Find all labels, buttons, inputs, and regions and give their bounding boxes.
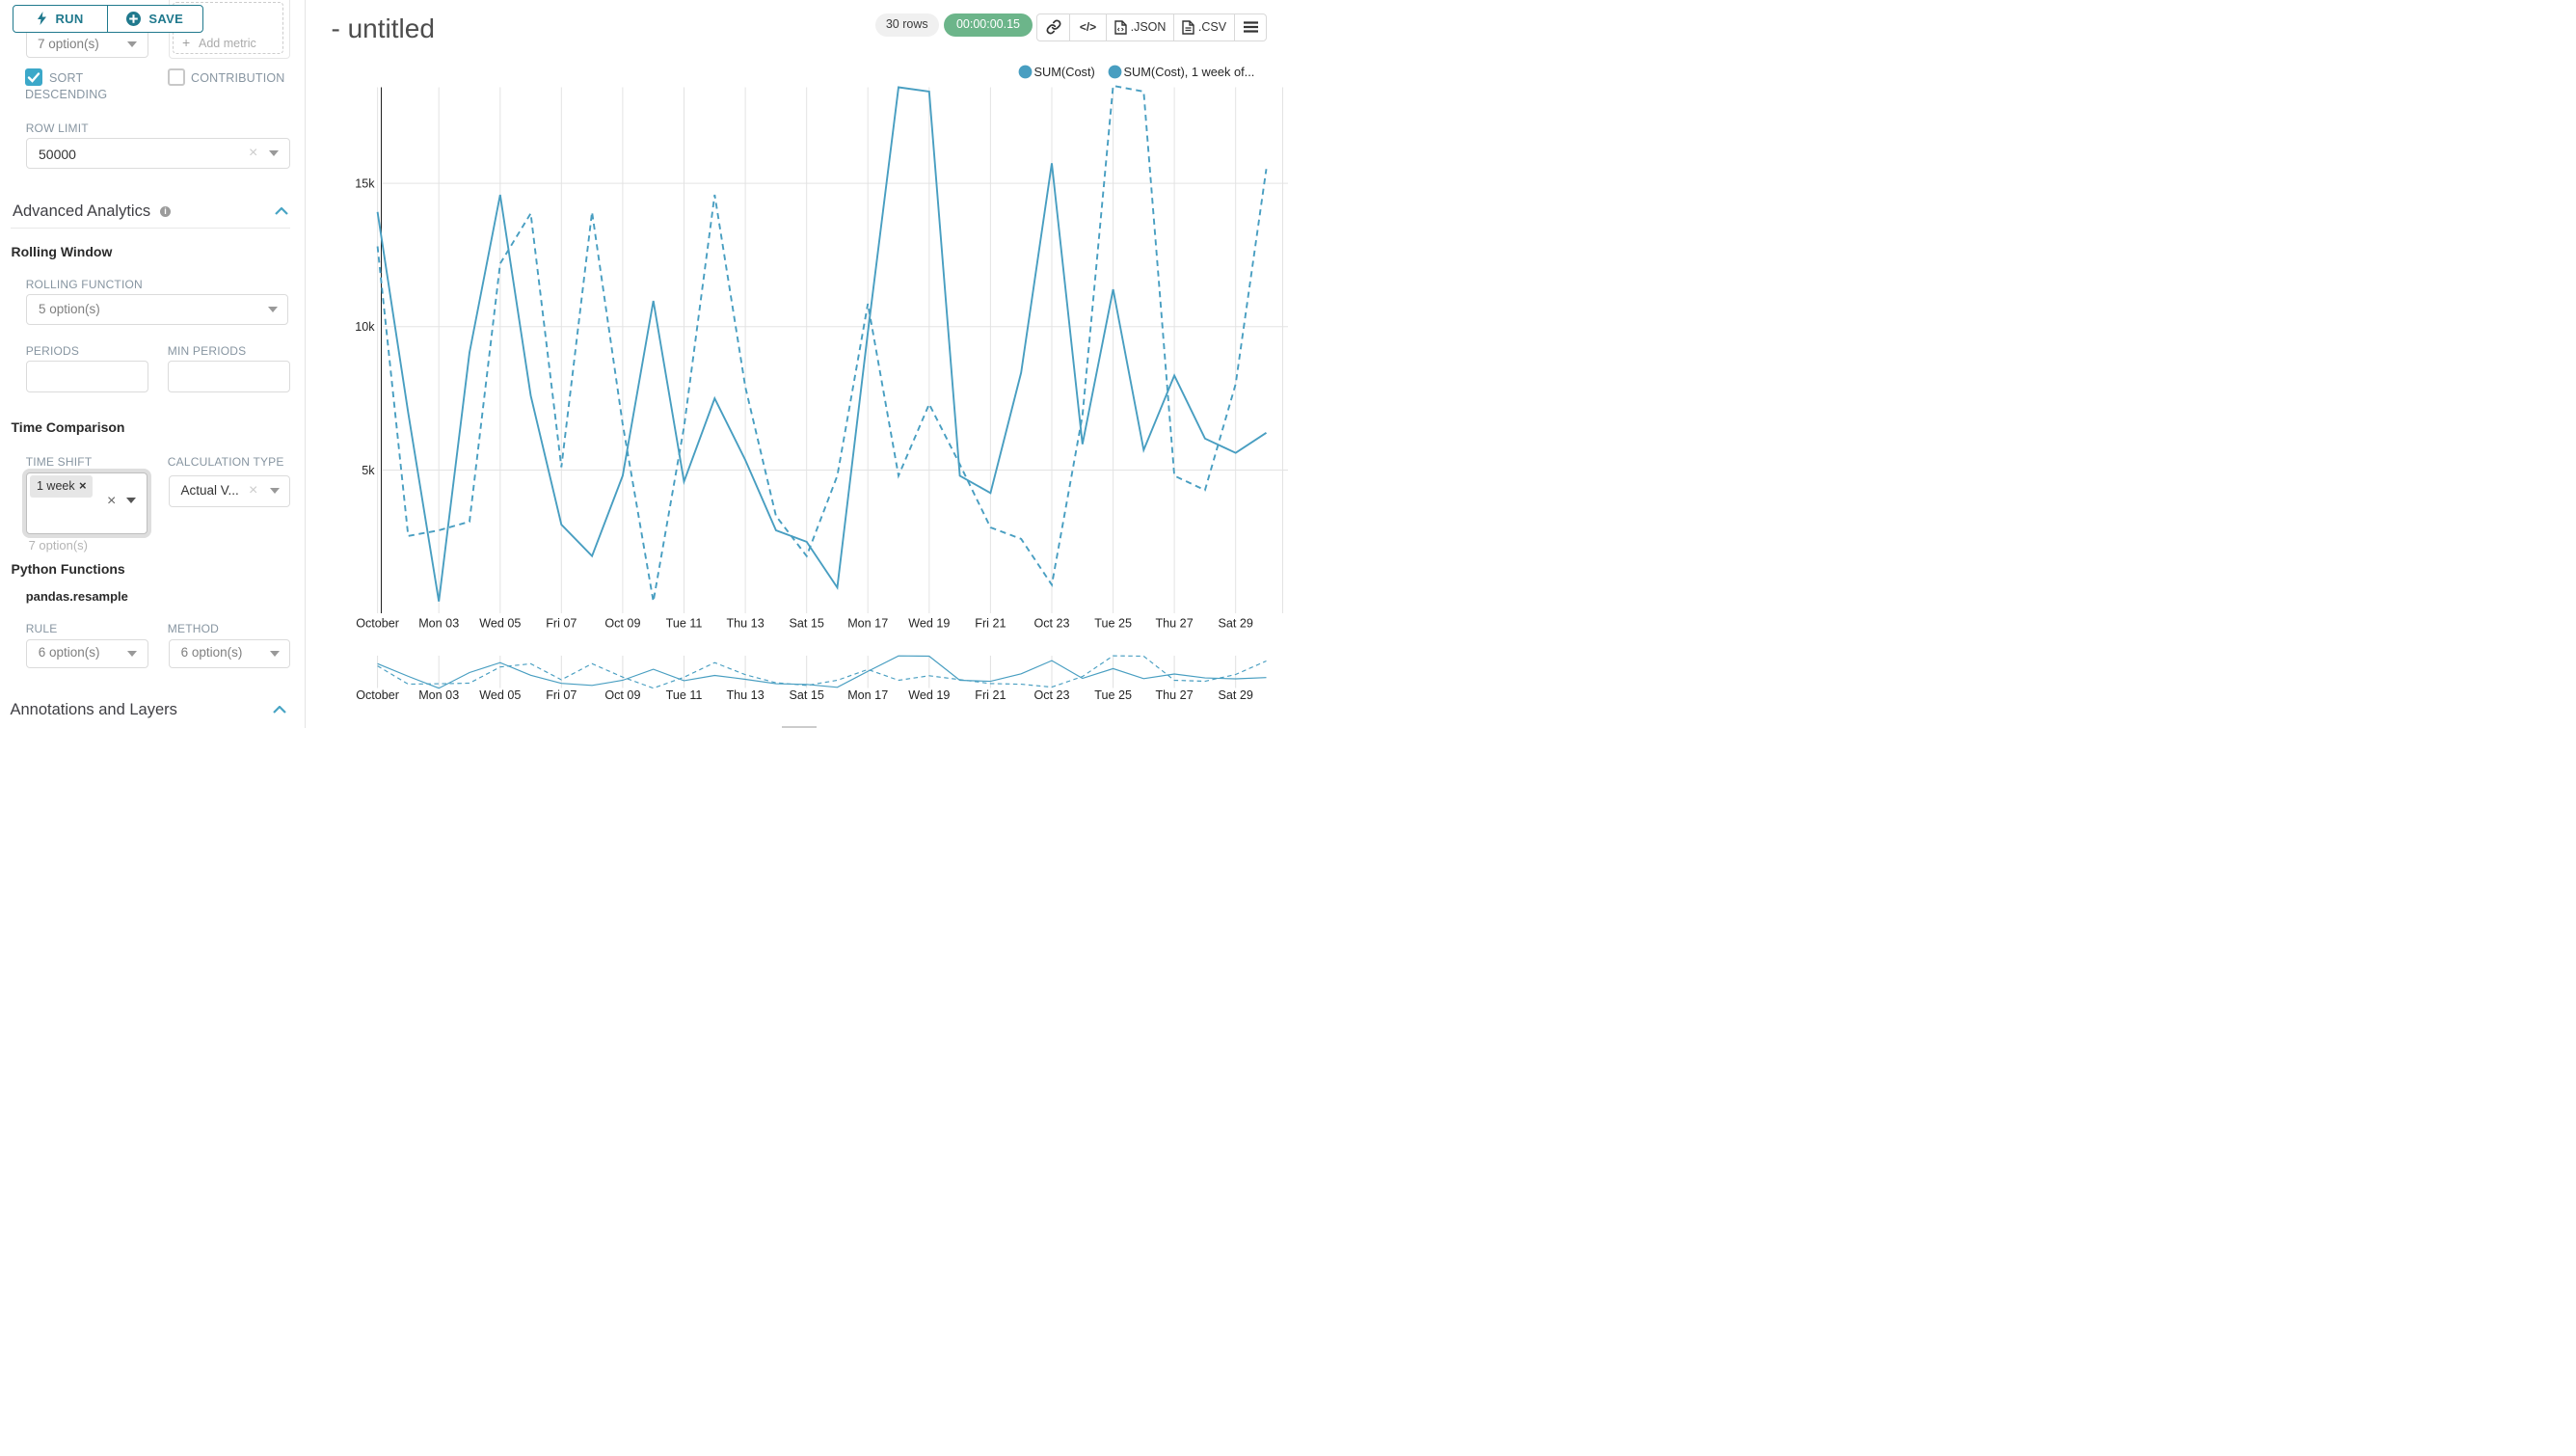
svg-text:Fri 07: Fri 07 — [546, 688, 577, 702]
svg-text:October: October — [356, 617, 399, 631]
svg-text:15k: 15k — [355, 177, 375, 191]
svg-text:Sat 29: Sat 29 — [1218, 617, 1252, 631]
svg-text:Sat 15: Sat 15 — [789, 617, 823, 631]
svg-text:Thu 13: Thu 13 — [726, 617, 764, 631]
svg-text:Wed 05: Wed 05 — [479, 617, 521, 631]
svg-text:Fri 07: Fri 07 — [546, 617, 577, 631]
svg-text:Mon 03: Mon 03 — [418, 617, 459, 631]
svg-text:Sat 15: Sat 15 — [789, 688, 823, 702]
svg-text:Fri 21: Fri 21 — [975, 617, 1006, 631]
svg-text:Tue 11: Tue 11 — [666, 688, 703, 702]
svg-text:October: October — [356, 688, 399, 702]
svg-text:Wed 19: Wed 19 — [908, 617, 950, 631]
svg-text:Mon 17: Mon 17 — [847, 617, 888, 631]
svg-text:Wed 19: Wed 19 — [908, 688, 950, 702]
svg-text:5k: 5k — [362, 464, 375, 477]
svg-text:SUM(Cost): SUM(Cost) — [1034, 65, 1095, 79]
svg-text:Tue 11: Tue 11 — [666, 617, 703, 631]
svg-text:Tue 25: Tue 25 — [1094, 617, 1132, 631]
svg-text:Thu 13: Thu 13 — [726, 688, 764, 702]
svg-text:Wed 05: Wed 05 — [479, 688, 521, 702]
svg-text:Oct 23: Oct 23 — [1033, 617, 1069, 631]
svg-text:Mon 03: Mon 03 — [418, 688, 459, 702]
svg-text:Fri 21: Fri 21 — [975, 688, 1006, 702]
svg-text:10k: 10k — [355, 320, 375, 334]
svg-text:Tue 25: Tue 25 — [1094, 688, 1132, 702]
svg-text:Oct 09: Oct 09 — [604, 688, 640, 702]
svg-text:Thu 27: Thu 27 — [1155, 688, 1193, 702]
svg-text:Mon 17: Mon 17 — [847, 688, 888, 702]
svg-text:Sat 29: Sat 29 — [1218, 688, 1252, 702]
svg-text:Thu 27: Thu 27 — [1155, 617, 1193, 631]
svg-text:Oct 09: Oct 09 — [604, 617, 640, 631]
svg-text:SUM(Cost), 1 week of...: SUM(Cost), 1 week of... — [1124, 65, 1255, 79]
svg-text:Oct 23: Oct 23 — [1033, 688, 1069, 702]
